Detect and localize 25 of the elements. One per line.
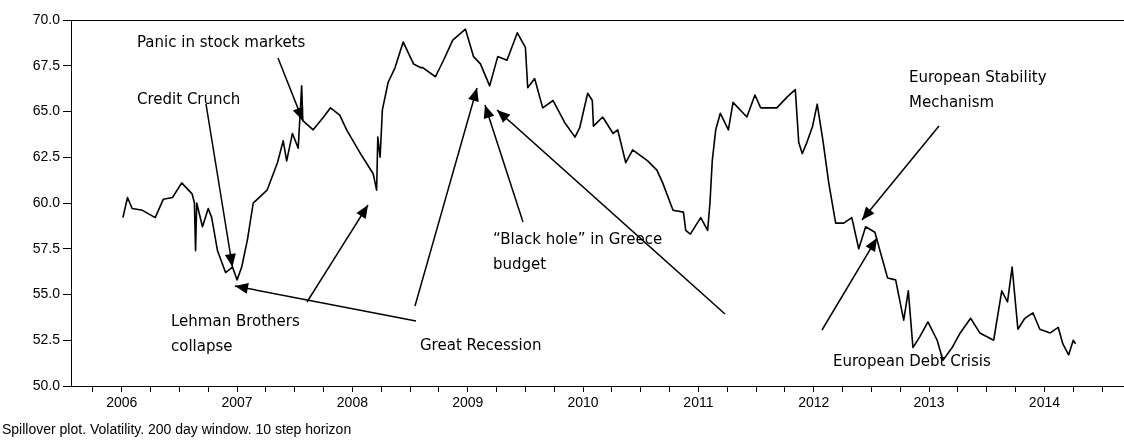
x-tick-label: 2012	[798, 394, 830, 411]
annotation: European Debt Crisis	[833, 351, 991, 370]
y-tick-label: 65.0	[32, 102, 61, 119]
text: Spillover plot. Volatility. 200 day window. 10 step horizon	[2, 421, 352, 437]
x-tick-label: 2011	[683, 394, 714, 411]
y-tick-label: 57.5	[32, 239, 61, 256]
y-tick-label: 55.0	[32, 285, 61, 302]
annotation: Panic in stock markets	[137, 32, 306, 51]
y-tick-label: 52.5	[32, 331, 61, 348]
x-tick-label: 2014	[1028, 394, 1061, 411]
annotation: Credit Crunch	[137, 89, 241, 108]
y-tick-label: 60.0	[32, 193, 61, 210]
y-tick-label: 62.5	[32, 148, 61, 165]
annotation: Lehman Brothers collapse	[171, 311, 300, 355]
x-tick-label: 2006	[106, 394, 138, 411]
annotation: Great Recession	[420, 335, 542, 354]
y-tick-label: 70.0	[32, 10, 61, 27]
x-tick-label: 2007	[221, 394, 253, 411]
annotation: European Stability Mechanism	[909, 67, 1047, 111]
y-tick-label: 50.0	[32, 376, 61, 393]
x-tick-label: 2013	[913, 394, 945, 411]
x-tick-label: 2008	[336, 394, 369, 411]
y-tick-label: 67.5	[32, 56, 61, 73]
x-tick-label: 2010	[567, 394, 599, 411]
x-tick-label: 2009	[452, 394, 484, 411]
